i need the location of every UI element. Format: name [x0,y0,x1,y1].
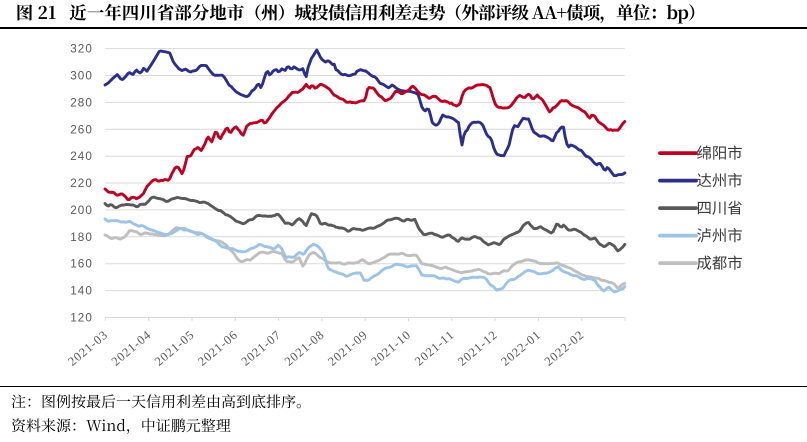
svg-text:300: 300 [70,70,93,83]
svg-text:四川省: 四川省 [697,197,743,219]
svg-text:320: 320 [70,43,93,56]
svg-text:成都市: 成都市 [697,252,743,274]
svg-text:2021-07: 2021-07 [239,328,284,369]
svg-text:200: 200 [70,204,93,217]
svg-text:2021-12: 2021-12 [455,328,500,369]
svg-text:达州市: 达州市 [697,169,743,191]
svg-text:2021-06: 2021-06 [195,328,240,369]
svg-text:220: 220 [70,177,93,190]
svg-text:180: 180 [70,231,93,244]
svg-text:2021-09: 2021-09 [325,328,370,369]
svg-text:2021-03: 2021-03 [65,328,110,369]
svg-text:2021-11: 2021-11 [412,328,457,369]
svg-text:泸州市: 泸州市 [697,224,743,246]
svg-text:2022-02: 2022-02 [542,328,587,369]
svg-text:2021-08: 2021-08 [282,328,327,369]
svg-text:2022-01: 2022-01 [498,328,543,369]
svg-text:2021-10: 2021-10 [368,328,413,369]
svg-text:260: 260 [70,123,93,136]
svg-text:绵阳市: 绵阳市 [697,142,743,164]
svg-text:120: 120 [70,312,93,325]
svg-text:2021-05: 2021-05 [152,328,197,369]
svg-text:280: 280 [70,96,93,109]
svg-text:240: 240 [70,150,93,163]
svg-text:2021-04: 2021-04 [109,328,154,369]
svg-text:160: 160 [70,258,93,271]
svg-text:140: 140 [70,285,93,298]
